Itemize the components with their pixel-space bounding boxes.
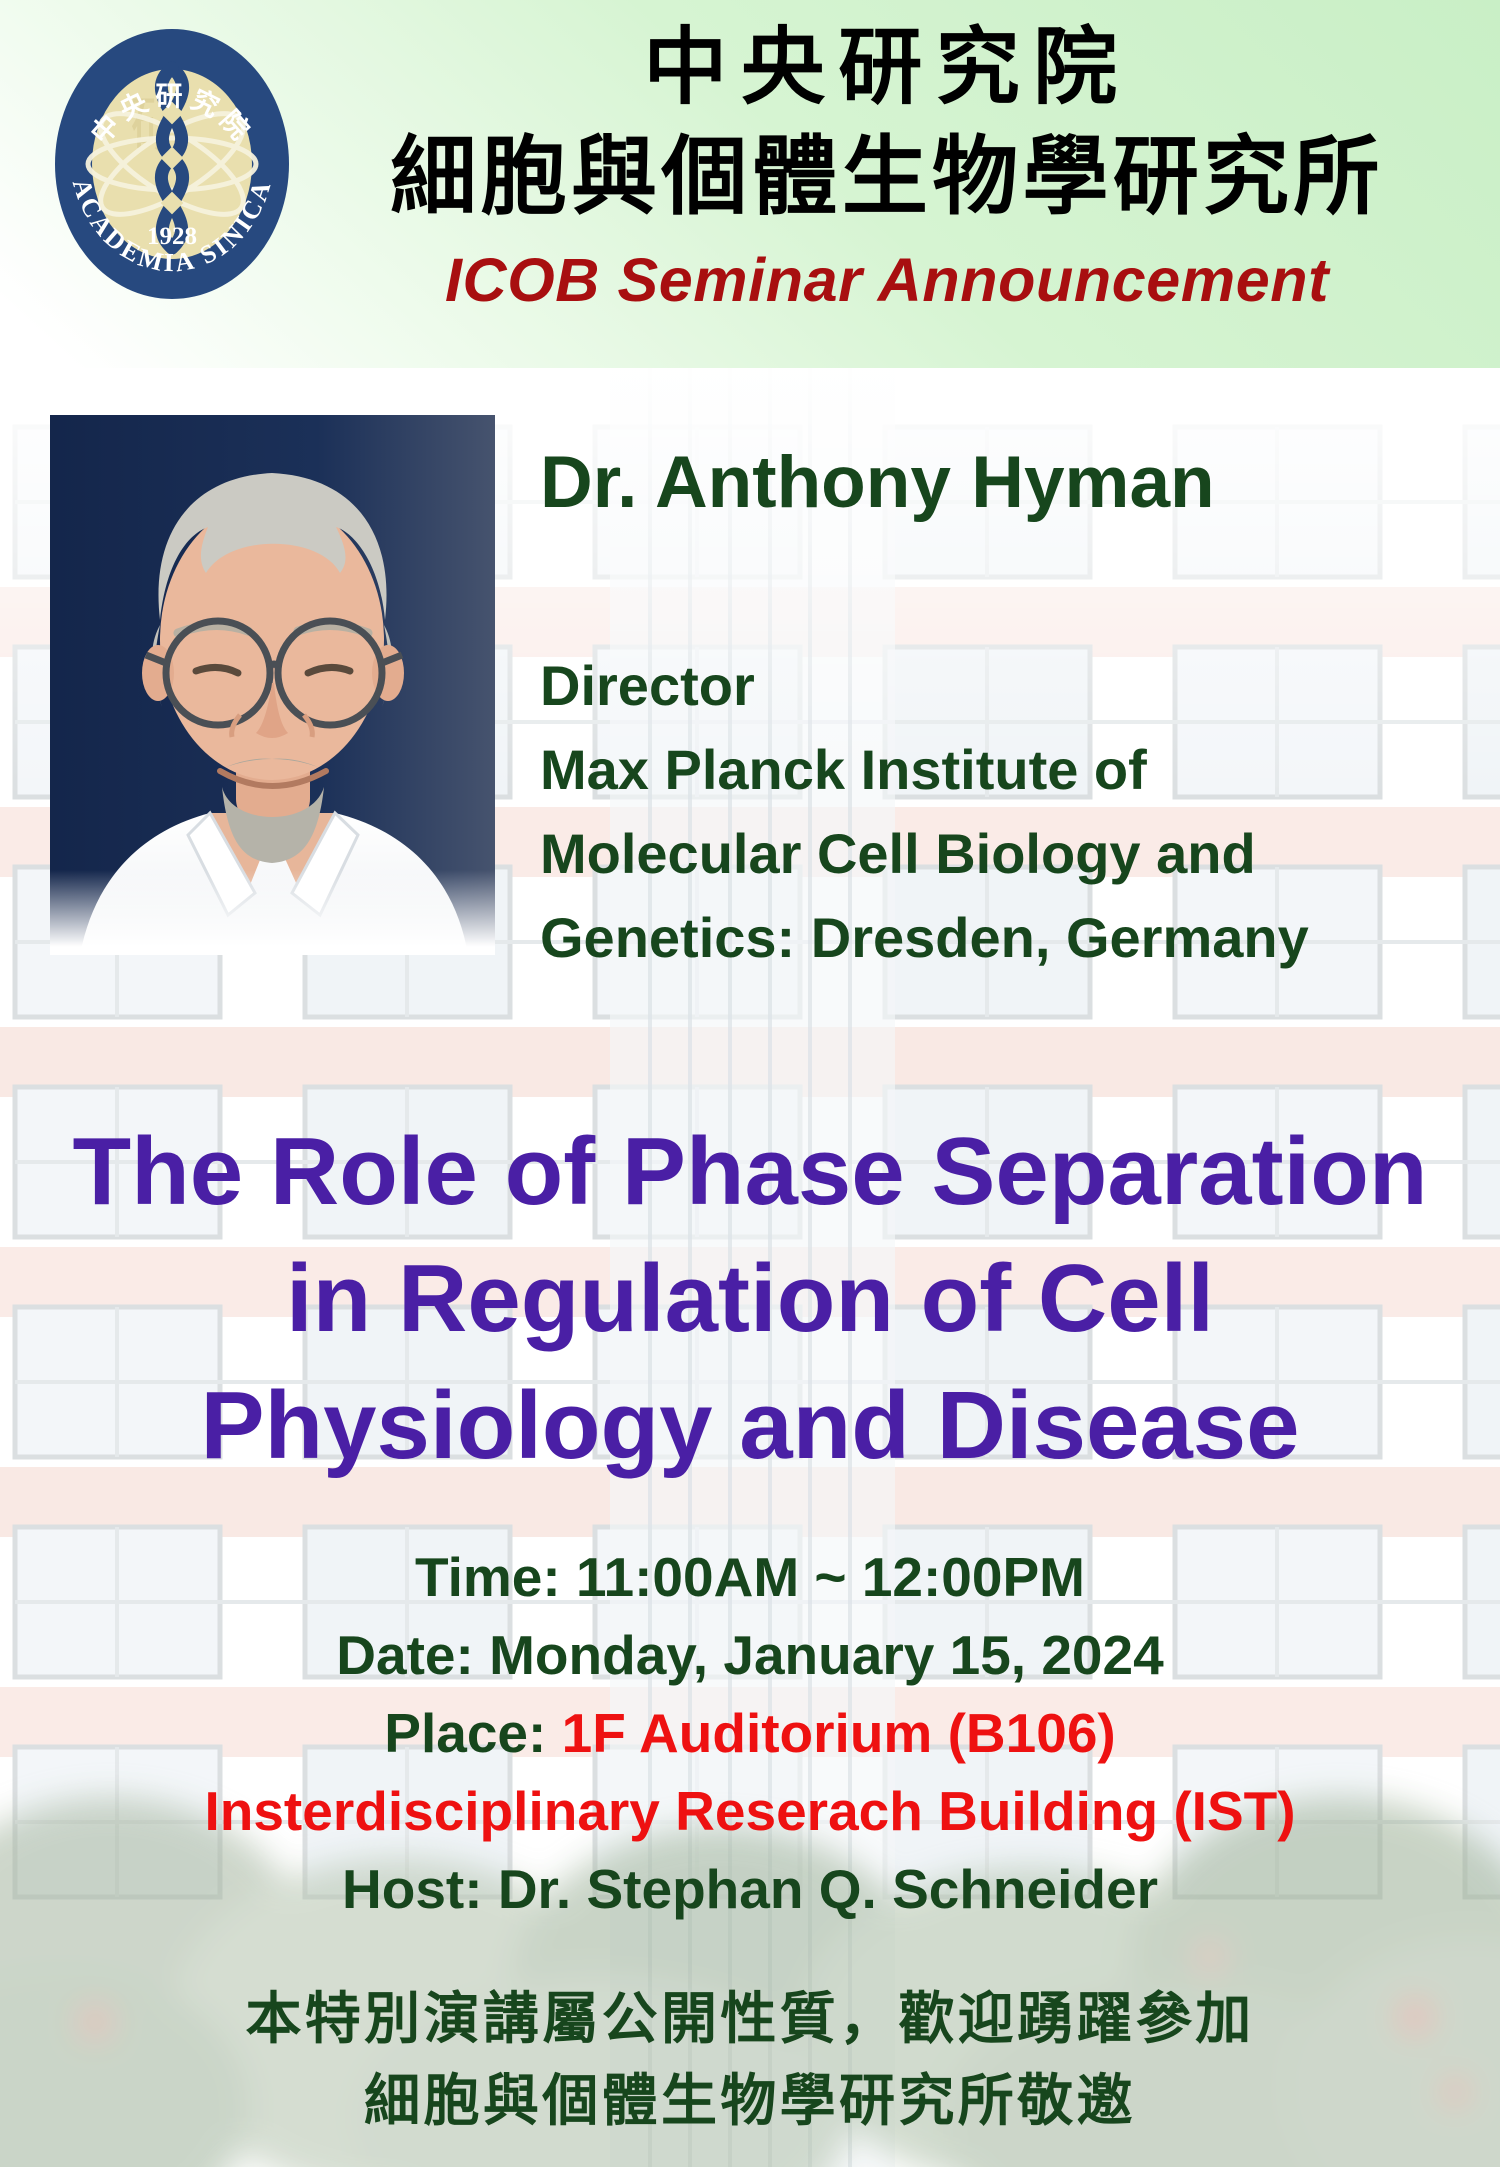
footer-invitation: 本特別演講屬公開性質，歡迎踴躍參加 細胞與個體生物學研究所敬邀 [0,1978,1500,2142]
host-value: Dr. Stephan Q. Schneider [497,1858,1158,1920]
talk-title-line-1: The Role of Phase Separation [72,1118,1428,1225]
seminar-details: Time: 11:00AM ~ 12:00PM Date: Monday, Ja… [0,1538,1500,1928]
header-titles: 中央研究院 細胞與個體生物學研究所 ICOB Seminar Announcem… [292,14,1482,316]
speaker-info: Dr. Anthony Hyman Director Max Planck In… [540,438,1480,980]
time-label: Time: [414,1546,561,1608]
talk-title-line-2: in Regulation of Cell [286,1245,1214,1352]
speaker-position: Director [540,654,755,717]
footer-line-2: 細胞與個體生物學研究所敬邀 [364,2068,1136,2134]
speaker-photo [50,415,495,955]
institute-name-zh: 細胞與個體生物學研究所 [390,126,1384,227]
place-value: 1F Auditorium (B106) [561,1702,1116,1764]
affiliation-line-3: Genetics: Dresden, Germany [540,906,1309,969]
academia-sinica-logo: 研 1928 中央研究院 ACADEMIA SINICA [55,29,289,299]
speaker-portrait-image [50,415,495,955]
place-line: Place: 1F Auditorium (B106) [0,1694,1500,1772]
header-banner: 研 1928 中央研究院 ACADEMIA SINICA [0,0,1500,368]
time-value: 11:00AM ~ 12:00PM [575,1546,1085,1608]
date-value: Monday, January 15, 2024 [489,1624,1164,1686]
speaker-name: Dr. Anthony Hyman [540,442,1215,523]
place-label: Place: [384,1702,547,1764]
institution-name-zh: 中央研究院 [643,17,1131,116]
seminar-announcement-title: ICOB Seminar Announcement [444,246,1330,314]
affiliation-line-1: Max Planck Institute of [540,738,1147,801]
affiliation-line-2: Molecular Cell Biology and [540,822,1256,885]
date-line: Date: Monday, January 15, 2024 [0,1616,1500,1694]
logo-year: 1928 [147,223,197,250]
host-label: Host: [342,1858,483,1920]
speaker-affiliation: Director Max Planck Institute of Molecul… [540,644,1480,980]
talk-title: The Role of Phase Separation in Regulati… [0,1108,1500,1489]
talk-title-line-3: Physiology and Disease [200,1372,1300,1479]
host-line: Host: Dr. Stephan Q. Schneider [0,1850,1500,1928]
time-line: Time: 11:00AM ~ 12:00PM [0,1538,1500,1616]
footer-line-1: 本特別演講屬公開性質，歡迎踴躍參加 [245,1986,1255,2052]
building-line: Insterdisciplinary Reserach Building (IS… [204,1780,1296,1842]
date-label: Date: [336,1624,474,1686]
